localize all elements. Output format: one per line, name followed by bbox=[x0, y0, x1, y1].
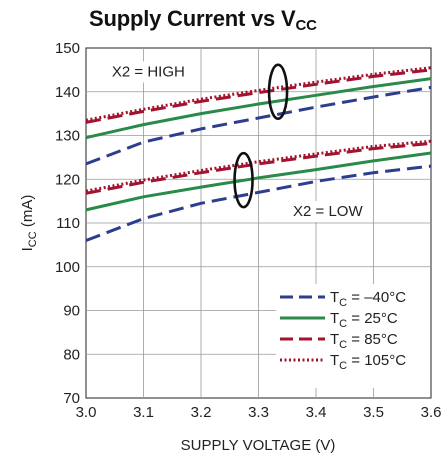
y-tick-label: 120 bbox=[55, 171, 80, 188]
x-axis-label: SUPPLY VOLTAGE (V) bbox=[181, 437, 336, 454]
series-line-1-high bbox=[85, 77, 432, 140]
annotation-ellipse bbox=[233, 151, 254, 209]
x-tick-label: 3.1 bbox=[133, 404, 154, 421]
x-tick-label: 3.3 bbox=[248, 404, 269, 421]
y-tick-label: 130 bbox=[55, 128, 80, 145]
annotation-label: X2 = LOW bbox=[293, 203, 363, 220]
legend-label: TC = 105°C bbox=[330, 352, 406, 372]
y-axis-label: ICC (mA) bbox=[19, 195, 39, 252]
series-line-3-high bbox=[85, 66, 432, 122]
x-tick-label: 3.6 bbox=[421, 404, 442, 421]
y-tick-label: 70 bbox=[63, 390, 80, 407]
y-tick-label: 140 bbox=[55, 84, 80, 101]
legend-label: TC = –40°C bbox=[330, 289, 406, 309]
annotations: X2 = HIGH X2 = LOW bbox=[107, 61, 368, 222]
legend-background bbox=[276, 284, 430, 388]
x-tick-label: 3.5 bbox=[363, 404, 384, 421]
legend: TC = –40°CTC = 25°CTC = 85°CTC = 105°C bbox=[276, 284, 430, 388]
legend-label: TC = 85°C bbox=[330, 331, 398, 351]
y-tick-label: 90 bbox=[63, 303, 80, 320]
series-line-3-low bbox=[85, 139, 432, 193]
y-tick-label: 110 bbox=[56, 215, 80, 232]
y-tick-label: 150 bbox=[55, 40, 80, 57]
annotation-bg bbox=[107, 61, 196, 83]
y-tick-label: 100 bbox=[55, 259, 80, 276]
series-group bbox=[85, 66, 432, 242]
annotation-ellipse bbox=[267, 63, 289, 121]
y-tick-label: 80 bbox=[63, 346, 80, 363]
series-line-0-low bbox=[85, 164, 432, 242]
series-line-2-low bbox=[85, 141, 432, 195]
annotation-label: X2 = HIGH bbox=[112, 63, 185, 80]
series-line-2-high bbox=[85, 68, 432, 124]
series-line-0-high bbox=[85, 85, 432, 166]
x-tick-label: 3.4 bbox=[306, 404, 327, 421]
legend-label: TC = 25°C bbox=[330, 310, 398, 330]
annotation-bg bbox=[289, 201, 368, 222]
chart-title: Supply Current vs VCC bbox=[89, 6, 317, 34]
tick-labels: 3.0 3.1 3.2 3.3 3.4 3.5 3.6 70 80 90 100 110 120 130 1… bbox=[55, 40, 441, 421]
series-line-1-low bbox=[85, 151, 432, 212]
x-tick-label: 3.2 bbox=[191, 404, 212, 421]
x-tick-label: 3.0 bbox=[76, 404, 97, 421]
